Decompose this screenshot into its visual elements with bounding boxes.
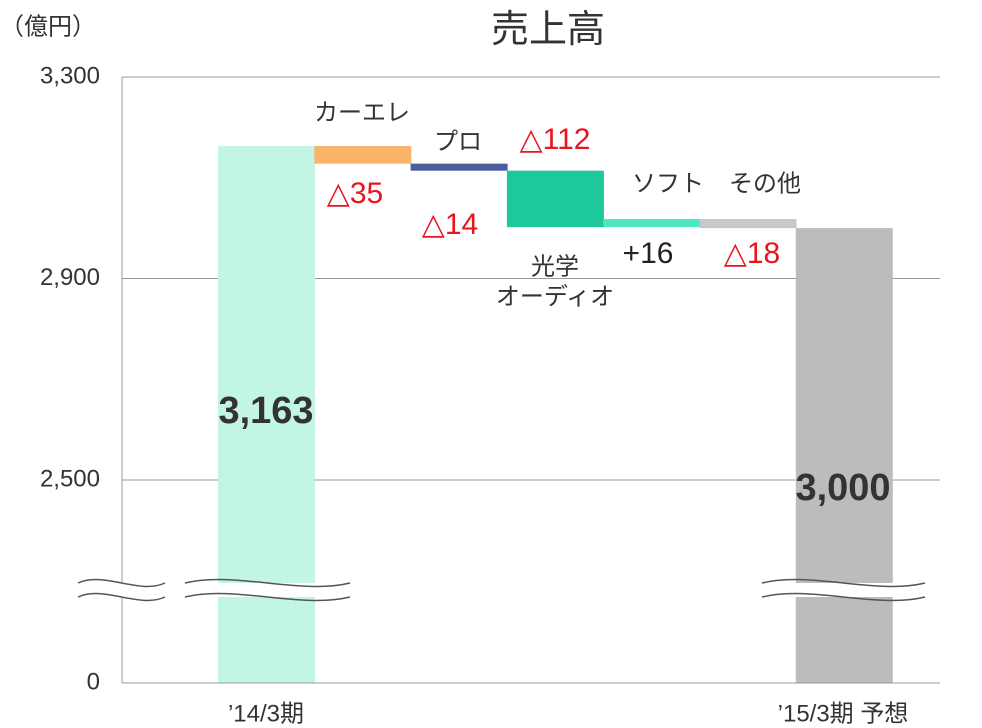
category-label: オーディオ <box>496 283 614 310</box>
chart-title: 売上高 <box>491 9 605 51</box>
value-label: △112 <box>520 123 591 156</box>
bar <box>795 228 893 683</box>
axis-break <box>77 578 166 588</box>
value-label: △18 <box>724 237 780 270</box>
axis-break <box>761 592 926 602</box>
value-label: △35 <box>327 177 383 210</box>
category-label: ’15/3期 予想 <box>778 700 909 727</box>
category-label: ソフト <box>632 170 704 197</box>
category-label: カーエレ <box>314 99 410 126</box>
axis-break <box>184 592 351 602</box>
y-tick-label: 2,900 <box>40 264 100 291</box>
bar <box>699 219 797 229</box>
value-label: △14 <box>422 208 478 241</box>
axis-break <box>77 592 166 602</box>
bar <box>603 219 701 228</box>
value-label: +16 <box>623 237 674 270</box>
bar <box>506 170 604 228</box>
category-label: 光学 <box>531 253 579 280</box>
value-label: 3,000 <box>795 467 890 509</box>
y-axis-label: （億円） <box>0 13 96 40</box>
category-label: ’14/3期 <box>228 700 304 727</box>
category-label: その他 <box>729 170 801 197</box>
y-tick-label: 0 <box>87 668 100 695</box>
axis-break-gap <box>78 583 165 597</box>
value-label: 3,163 <box>218 390 313 432</box>
bar <box>314 146 412 164</box>
axis-break-gap <box>185 583 350 597</box>
axis-break-gap <box>762 583 925 597</box>
y-tick-label: 2,500 <box>40 465 100 492</box>
y-tick-label: 3,300 <box>40 62 100 89</box>
bar <box>410 163 508 171</box>
axis-break <box>761 578 926 588</box>
axis-break <box>184 578 351 588</box>
category-label: プロ <box>434 128 482 155</box>
